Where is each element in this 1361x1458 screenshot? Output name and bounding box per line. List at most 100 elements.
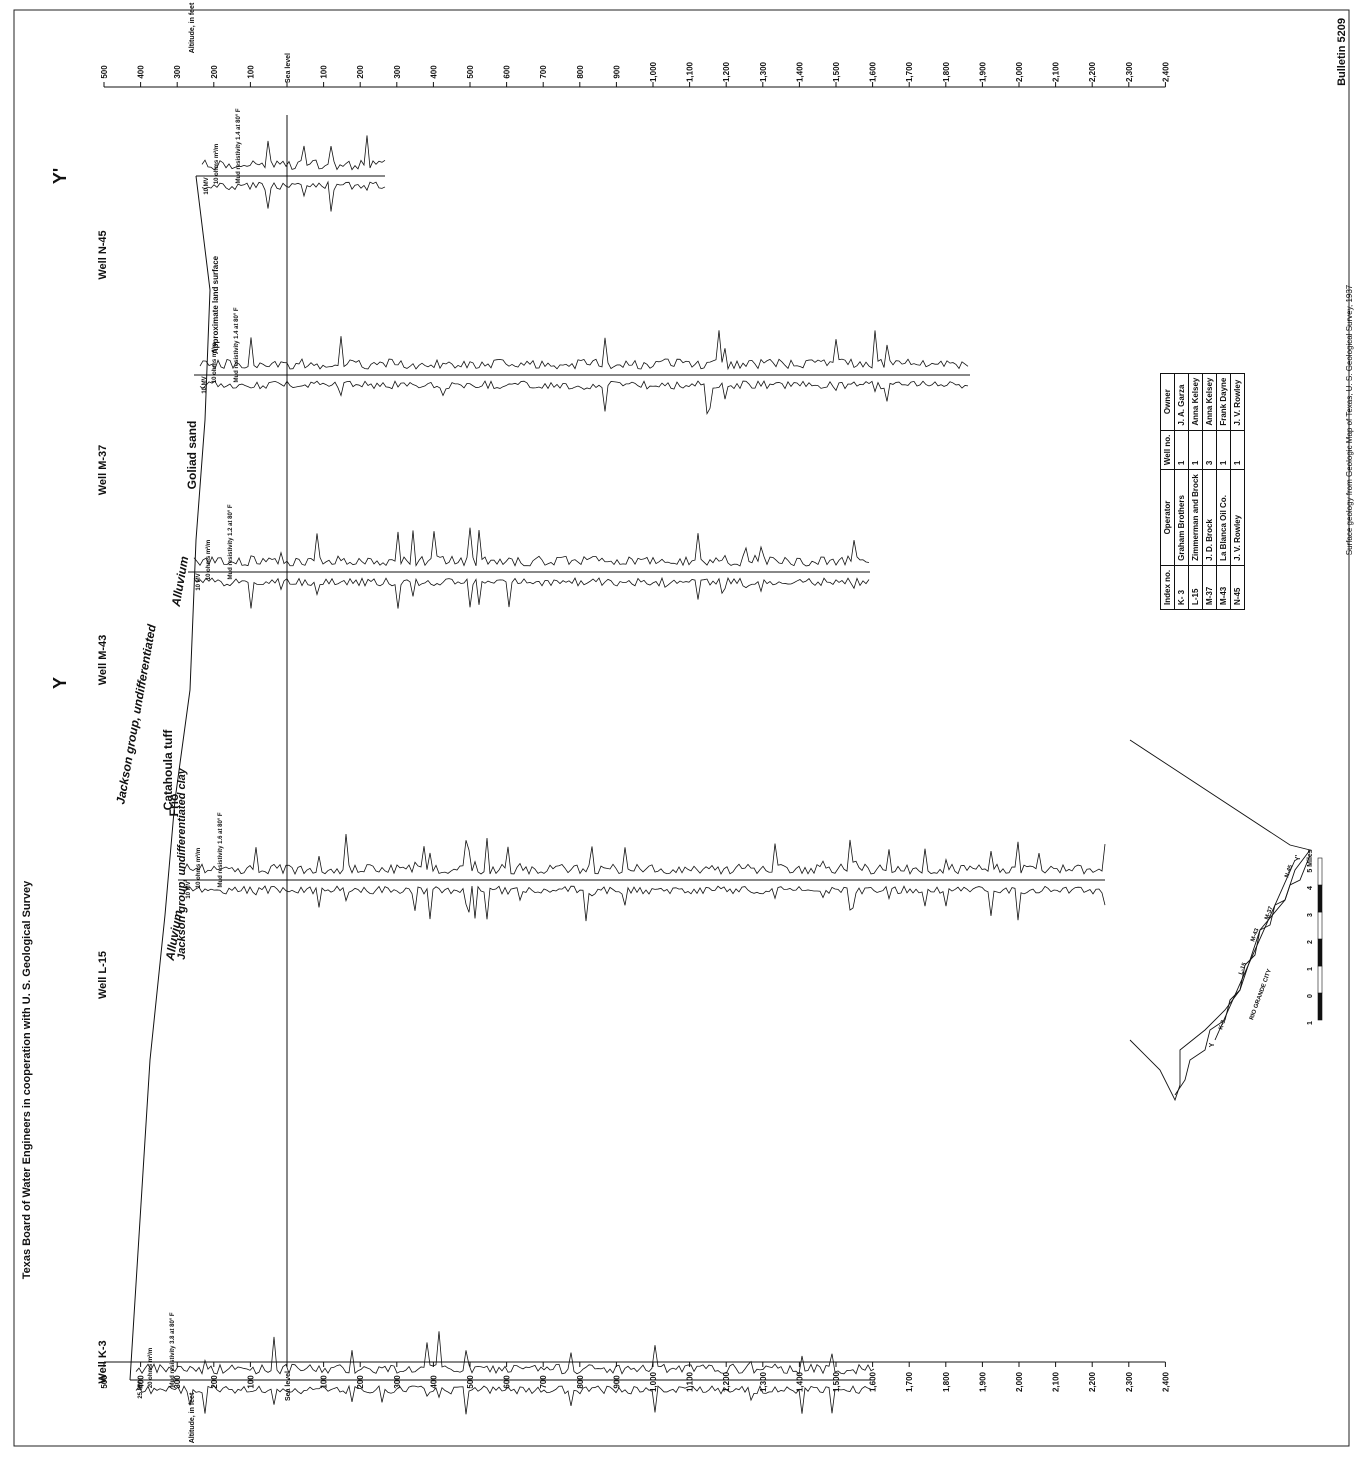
well-label: Well N-45 — [97, 230, 109, 279]
legend-cell: L-15 — [1188, 565, 1203, 610]
axis-tick-label: 300 — [393, 1375, 402, 1389]
axis-tick-label: 800 — [576, 65, 585, 79]
axis-tick-label: 700 — [539, 65, 548, 79]
legend-cell: 1 — [1216, 430, 1231, 470]
axis-tick-label: 1,300 — [759, 61, 768, 82]
sp-curve — [201, 180, 386, 212]
axis-tick-label: 900 — [612, 65, 621, 79]
axis-tick-label: 400 — [429, 1375, 438, 1389]
well-legend: Index no. Operator Well no. Owner K- 3 Gr… — [1160, 275, 1245, 610]
axis-tick-label: 1,200 — [722, 1371, 731, 1392]
approximate-land-surface: Approximate land surface — [211, 255, 220, 354]
axis-tick-label: 1,900 — [978, 1371, 987, 1392]
well-label: Well M-43 — [97, 635, 109, 686]
scale-bar-segment — [1317, 965, 1323, 994]
legend-cell: J. D. Brock — [1202, 469, 1217, 566]
axis-tick-label: 1,000 — [649, 61, 658, 82]
sp-curve — [183, 885, 1106, 922]
axis-tick-label: 600 — [503, 1375, 512, 1389]
axis-tick-label: 200 — [210, 1375, 219, 1389]
axis-tick-label: 2,200 — [1088, 61, 1097, 82]
legend-header-index: Index no. — [1160, 565, 1175, 610]
axis-tick-label: 500 — [466, 65, 475, 79]
well-scale-res: 20 ohms m²/m — [147, 1348, 154, 1388]
legend-cell: M-43 — [1216, 565, 1231, 610]
agency-title: Texas Board of Water Engineers in cooper… — [21, 880, 33, 1279]
mud-resistivity-note: Mud resistivity 1.6 at 80° F — [218, 812, 224, 887]
axis-tick-label: 300 — [173, 1375, 182, 1389]
axis-tick-label: 400 — [429, 65, 438, 79]
axis-tick-label: 900 — [612, 1375, 621, 1389]
well-scale-res: 10 ohms m²/m — [205, 540, 212, 580]
legend-row: M-37 J. D. Brock 3 Anna Kelsey — [1202, 373, 1217, 610]
axis-tick-label: 100 — [320, 65, 329, 79]
axis-tick-label: 100 — [320, 1375, 329, 1389]
legend-cell: Anna Kelsey — [1188, 373, 1203, 431]
legend-cell: 1 — [1174, 430, 1189, 470]
axis-sea-level-label: Sea level — [285, 1371, 292, 1401]
legend-cell: 3 — [1202, 430, 1217, 470]
axis-tick-label: 400 — [137, 65, 146, 79]
scale-bar: 1 0 1 2 3 4 5 Miles — [1307, 849, 1323, 1025]
well-scale-res: 10 ohms m²/m — [213, 144, 220, 184]
mud-resistivity-note: Mud resistivity 3.8 at 80° F — [170, 1312, 176, 1387]
well-scale-res: 10 ohms m²/m — [195, 848, 202, 888]
inset-section-line — [1214, 859, 1296, 1041]
well-label: Well L-15 — [97, 951, 109, 999]
formation-jackson-clay: Jackson group, undifferentiated clay — [176, 767, 188, 960]
axis-tick-label: 200 — [356, 1375, 365, 1389]
axis-sea-level-label: Sea level — [285, 53, 292, 83]
legend-row: M-43 La Blanca Oil Co. 1 Frank Dayne — [1216, 373, 1231, 610]
axis-tick-label: 400 — [137, 1375, 146, 1389]
axis-tick-label: 1,600 — [869, 61, 878, 82]
legend-cell: M-37 — [1202, 565, 1217, 610]
well-scale-res: 10 ohms m²/m — [211, 343, 218, 383]
source-note: Surface geology from Geologic Map of Tex… — [1345, 284, 1354, 555]
legend-row: N-45 J. V. Rowley 1 J. V. Rowley — [1230, 373, 1245, 610]
well-scale-sp: 25 MV — [138, 1381, 144, 1398]
axis-tick-label: 100 — [246, 1375, 255, 1389]
altitude-axis-bottom: 500 400 300 200 100 Sea level 100 200 300 400 500 6… — [100, 1361, 1170, 1443]
legend-header-wellno: Well no. — [1160, 430, 1175, 470]
resistivity-curve — [135, 1331, 875, 1375]
well-legend-table: Index no. Operator Well no. Owner K- 3 Gr… — [1160, 373, 1245, 610]
axis-tick-label: 800 — [576, 1375, 585, 1389]
axis-tick-label: 300 — [393, 65, 402, 79]
axis-tick-label: 200 — [356, 65, 365, 79]
legend-cell: J. A. Garza — [1174, 373, 1189, 431]
inset-well-l15: L-15 — [1238, 961, 1248, 975]
axis-tick-label: 1,500 — [832, 61, 841, 82]
axis-tick-label: 500 — [466, 1375, 475, 1389]
axis-tick-label: 2,100 — [1052, 1371, 1061, 1392]
resistivity-curve — [201, 135, 386, 171]
well-scale-sp: 10 MV — [202, 376, 208, 393]
formation-catahoula: Catahoula tuff — [161, 729, 175, 811]
legend-cell: La Blanca Oil Co. — [1216, 469, 1231, 566]
scale-bar-label: 5 Miles — [1307, 849, 1314, 872]
inset-well-k3: K-3 — [1218, 1019, 1227, 1031]
inset-rio-grande — [1174, 854, 1311, 1096]
section-end-y-prime: Y' — [50, 168, 70, 184]
scale-bar-segment — [1317, 938, 1323, 967]
inset-map-boundary — [1129, 739, 1311, 1102]
legend-cell: Anna Kelsey — [1202, 373, 1217, 431]
inset-well-m37: M-37 — [1264, 905, 1275, 921]
inset-label-y: Y — [1209, 1042, 1216, 1047]
resistivity-curve — [193, 527, 870, 567]
axis-tick-label: 1,100 — [686, 1371, 695, 1392]
axis-tick-label: 500 — [100, 65, 109, 79]
axis-tick-label: 200 — [210, 65, 219, 79]
axis-tick-label: 2,300 — [1125, 61, 1134, 82]
scale-bar-segment — [1317, 857, 1323, 886]
axis-tick-label: 1,800 — [942, 1371, 951, 1392]
axis-tick-label: 2,100 — [1052, 61, 1061, 82]
axis-tick-label: 2,000 — [1015, 1371, 1024, 1392]
legend-row: K- 3 Graham Brothers 1 J. A. Garza — [1174, 373, 1189, 610]
legend-cell: Frank Dayne — [1216, 373, 1231, 431]
well-scale-sp: 10 MV — [186, 881, 192, 898]
inset-label-y-prime: Y' — [1295, 855, 1302, 862]
axis-tick-label: 700 — [539, 1375, 548, 1389]
